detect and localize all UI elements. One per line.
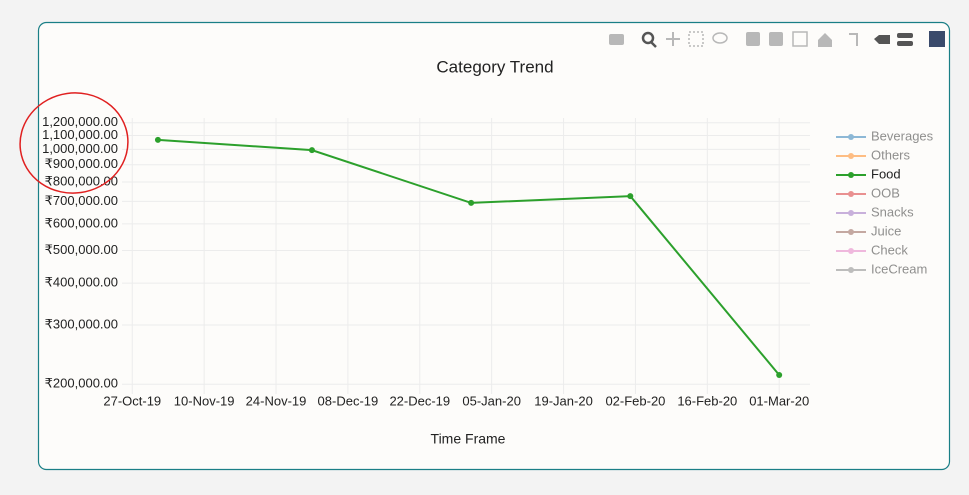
y-tick-label: ₹600,000.00 (45, 215, 118, 230)
legend-marker (848, 172, 854, 178)
x-tick-label: 19-Jan-20 (534, 393, 593, 408)
legend-item[interactable]: Others (836, 147, 911, 162)
pan-icon[interactable] (666, 32, 680, 46)
hover-compare-icon[interactable] (897, 33, 913, 38)
legend-marker (848, 267, 854, 273)
point (154, 136, 161, 143)
point (468, 199, 475, 206)
y-tick-label: ₹400,000.00 (45, 275, 118, 290)
legend-marker (848, 210, 854, 216)
legend-item[interactable]: Snacks (836, 204, 914, 219)
chart-title: Category Trend (436, 57, 553, 76)
x-tick-label: 05-Jan-20 (462, 393, 521, 408)
zoom-icon[interactable] (641, 31, 655, 45)
legend-label: OOB (871, 185, 900, 200)
x-tick-label: 22-Dec-19 (389, 393, 450, 408)
y-tick-label: 1,000,000.00 (42, 141, 118, 156)
toolbar (609, 31, 945, 48)
red-annotation-circle (19, 92, 129, 194)
grid: ₹200,000.00 ₹300,000.00 ₹400,000.00 ₹500,00… (42, 114, 810, 408)
legend-marker (848, 229, 854, 235)
point (776, 372, 783, 379)
spike-icon[interactable] (849, 33, 858, 46)
y-tick-label: 1,200,000.00 (42, 114, 118, 129)
y-tick-label: ₹200,000.00 (45, 376, 118, 391)
legend-item[interactable]: Food (836, 166, 901, 181)
chart-frame (37, 21, 951, 471)
x-tick-label: 16-Feb-20 (677, 393, 737, 408)
lasso-icon[interactable] (712, 32, 728, 44)
reset-icon[interactable] (818, 33, 832, 47)
y-tick-label: ₹500,000.00 (45, 242, 118, 257)
legend-item[interactable]: OOB (836, 185, 900, 200)
autoscale-icon[interactable] (792, 31, 808, 47)
zoom-in-icon[interactable] (746, 32, 760, 46)
point (308, 147, 315, 154)
legend-item[interactable]: IceCream (836, 261, 927, 276)
y-tick-label: 1,100,000.00 (42, 127, 118, 142)
legend-marker (848, 191, 854, 197)
plotly-logo[interactable] (929, 31, 945, 47)
x-tick-label: 08-Dec-19 (318, 393, 379, 408)
y-tick-label: ₹300,000.00 (45, 316, 118, 331)
x-tick-label: 01-Mar-20 (749, 393, 809, 408)
box-select-icon[interactable] (688, 31, 704, 47)
legend-label: Juice (871, 223, 901, 238)
zoom-out-icon[interactable] (769, 32, 783, 46)
legend-label: Food (871, 166, 901, 181)
y-tick-label: ₹800,000.00 (45, 173, 118, 188)
camera-icon[interactable] (609, 34, 624, 45)
legend-marker (848, 134, 854, 140)
legend-label: IceCream (871, 261, 927, 276)
legend-label: Beverages (871, 128, 934, 143)
legend-label: Others (871, 147, 911, 162)
x-tick-label: 24-Nov-19 (246, 393, 307, 408)
point (627, 193, 634, 200)
legend-item[interactable]: Beverages (836, 128, 934, 143)
x-axis-title: Time Frame (431, 431, 506, 447)
legend-marker (848, 248, 854, 254)
legend-label: Snacks (871, 204, 914, 219)
x-tick-label: 10-Nov-19 (174, 393, 235, 408)
legend-item[interactable]: Juice (836, 223, 901, 238)
legend-label: Check (871, 242, 908, 257)
x-tick-label: 27-Oct-19 (103, 393, 161, 408)
hover-closest-icon[interactable] (874, 35, 890, 44)
y-tick-label: ₹900,000.00 (45, 156, 118, 171)
legend-item[interactable]: Check (836, 242, 908, 257)
plot-area (154, 136, 783, 379)
x-tick-label: 02-Feb-20 (605, 393, 665, 408)
legend-marker (848, 153, 854, 159)
y-tick-label: ₹700,000.00 (45, 193, 118, 208)
